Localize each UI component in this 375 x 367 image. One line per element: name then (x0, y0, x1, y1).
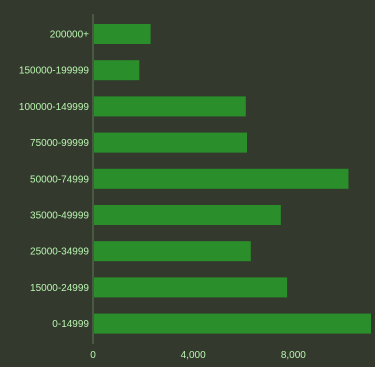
y-tick-labels: 200000+ 150000-199999 100000-149999 75000-9… (19, 30, 90, 331)
x-tick-label: 0 (90, 350, 96, 361)
bars-group (94, 24, 371, 334)
x-tick-label: 8,000 (281, 350, 306, 361)
x-tick-label: 4,000 (181, 350, 206, 361)
x-tick-labels: 0 4,000 8,000 (90, 350, 306, 361)
y-tick-label: 75000-99999 (30, 138, 89, 149)
y-tick-label: 150000-199999 (19, 66, 90, 77)
bar-200000+ (94, 24, 151, 44)
y-tick-label: 25000-34999 (30, 247, 89, 258)
bar-100000-149999 (94, 96, 246, 117)
bar-150000-199999 (94, 60, 140, 81)
bar-50000-74999 (94, 168, 349, 189)
y-tick-label: 200000+ (50, 30, 89, 41)
y-tick-label: 100000-149999 (19, 102, 90, 113)
bar-25000-34999 (94, 241, 251, 262)
bar-15000-24999 (94, 277, 288, 298)
bar-35000-49999 (94, 205, 281, 225)
y-tick-label: 15000-24999 (30, 283, 89, 294)
bar-0-14999 (94, 313, 371, 334)
bar-75000-99999 (94, 132, 248, 153)
y-tick-label: 50000-74999 (30, 174, 89, 185)
y-tick-label: 0-14999 (52, 319, 89, 330)
y-tick-label: 35000-49999 (30, 211, 89, 222)
